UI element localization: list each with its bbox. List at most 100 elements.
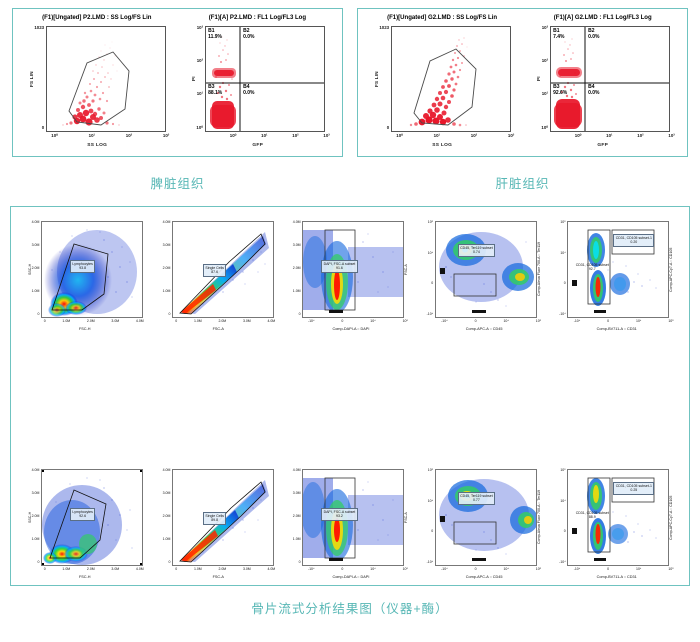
gate-name: Single Cells <box>205 513 224 518</box>
x-tick: 4.0M <box>267 319 276 323</box>
plot-spleen-ss-fs[interactable]: (F1)[Ungated] P2.LMD : SS Log/FS Lin FS … <box>25 15 169 148</box>
x-tick: 10⁵ <box>535 567 542 571</box>
selection-handle[interactable] <box>139 470 142 472</box>
selection-handle[interactable] <box>41 470 44 472</box>
x-tick: -10⁴ <box>307 567 315 571</box>
plot-canvas[interactable] <box>46 26 167 132</box>
plot-row1-lymphocytes[interactable]: SSC-H 4.0M 3.0M 2.0M 1.0M 0 <box>26 220 144 331</box>
gate-name: CD31, CD105 subset <box>575 510 609 515</box>
x-tick: 3.0M <box>111 567 120 571</box>
quadrant-b3: B3 92.6% <box>553 84 567 97</box>
x-axis-label: FSC-H <box>78 575 91 579</box>
x-tick: 4.0M <box>135 319 144 323</box>
plot-row2-cd45-ter119[interactable]: 10⁵ 10⁴ 0 -10⁴ <box>427 468 542 579</box>
quadrant-b2: B2 0.0% <box>588 28 599 41</box>
y-axis-label: FS LIN <box>374 71 380 87</box>
y-tick: -10⁴ <box>559 311 566 316</box>
gate-polygon <box>49 489 107 559</box>
plot-row1-cd45-ter119[interactable]: 10⁵ 10⁴ 0 -10⁴ <box>427 220 542 331</box>
gate-rect <box>453 273 497 297</box>
gate-polygon <box>179 481 266 563</box>
x-tick: 10¹ <box>433 133 441 138</box>
plot-row2-single-cells[interactable]: 4.0M 3.0M 2.0M 1.0M 0 <box>161 468 276 579</box>
gate-label-dapi-subset: DAPI, FSC-A subset 93.2 <box>321 508 358 521</box>
gate-polygon <box>179 233 266 315</box>
top-section: (F1)[Ungated] P2.LMD : SS Log/FS Lin FS … <box>0 0 700 192</box>
x-tick: 10² <box>637 133 644 138</box>
y-tick: 1.0M <box>31 288 40 293</box>
y-tick: 4.0M <box>162 220 171 224</box>
plot-row1-dapi[interactable]: 4.0M 3.0M 2.0M 1.0M 0 <box>293 220 409 331</box>
plot-liver-fl1-fl3[interactable]: (F1)[A] G2.LMD : FL1 Log/FL3 Log PI 10³ … <box>531 15 675 148</box>
x-tick: -10⁴ <box>307 319 315 323</box>
x-axis-label: SS LOG <box>87 143 108 148</box>
plot-canvas[interactable]: DAPI, FSC-A subset 91.6 <box>302 221 405 318</box>
y-tick: 0 <box>168 311 171 316</box>
plot-row2-dapi[interactable]: 4.0M 3.0M 2.0M 1.0M 0 <box>292 468 409 579</box>
tissue-block-spleen: (F1)[Ungated] P2.LMD : SS Log/FS Lin FS … <box>12 8 343 192</box>
scatter-canvas <box>551 27 670 131</box>
quadrant-value: 7.4% <box>553 34 565 41</box>
plot-row1-single-cells[interactable]: 4.0M 3.0M 2.0M 1.0M 0 <box>161 220 276 331</box>
plot-canvas[interactable]: CD45, Ter119 subset 0.74 <box>434 221 537 318</box>
tissue-block-liver: (F1)[Ungated] G2.LMD : SS Log/FS Lin FS … <box>357 8 688 192</box>
gate-value: 0.20 <box>630 240 638 245</box>
plot-canvas[interactable]: B1 11.9% B2 0.0% B3 88.1% B4 <box>205 26 326 132</box>
x-tick: 0 <box>341 567 344 571</box>
plot-row1-cd31-cd105[interactable]: 10⁵ 10⁴ 0 -10⁴ <box>559 220 674 331</box>
y-tick: 10⁴ <box>560 498 566 503</box>
plot-canvas[interactable]: DAPI, FSC-A subset 93.2 <box>302 469 405 566</box>
x-tick: 0 <box>43 319 46 323</box>
gate-label-dapi-subset: DAPI, FSC-A subset 91.6 <box>321 260 358 273</box>
x-tick: 10³ <box>668 133 675 138</box>
gate-label-cd31-cd105-subset-1: CD31, CD105 subset-1 0.20 <box>613 234 655 247</box>
gate-label-cd31-cd105-subset: CD31, CD105 subset 92.7 <box>574 262 610 273</box>
plot-canvas[interactable]: CD31, CD105 subset-1 0.25 CD31, CD105 su… <box>567 469 670 566</box>
quadrant-b2: B2 0.0% <box>243 28 254 41</box>
plot-title: (F1)[Ungated] P2.LMD : SS Log/FS Lin <box>42 14 152 22</box>
x-tick: 0 <box>474 319 477 323</box>
plot-row2-lymphocytes[interactable]: SSC-H 4.0M 3.0M 2.0M 1.0M 0 <box>26 468 144 579</box>
x-tick: 10⁰ <box>51 133 58 138</box>
quadrant-b4: B4 0.0% <box>243 84 254 97</box>
x-tick: 4.0M <box>135 567 144 571</box>
y-tick: 3.0M <box>162 490 171 495</box>
x-tick: 1.0M <box>193 319 202 323</box>
y-tick: 10⁰ <box>196 124 204 130</box>
plot-canvas[interactable]: CD45, Ter119 subset 0.77 <box>434 469 537 566</box>
plot-liver-ss-fs[interactable]: (F1)[Ungated] G2.LMD : SS Log/FS Lin FS … <box>370 15 514 148</box>
y-axis-label: FSC-A <box>404 512 409 523</box>
x-tick: 10⁰ <box>396 133 403 138</box>
plot-canvas[interactable]: B1 7.4% B2 0.0% B3 92.6% B4 <box>550 26 671 132</box>
bone-plot-row-2: SSC-H 4.0M 3.0M 2.0M 1.0M 0 <box>17 468 683 579</box>
selection-handle[interactable] <box>41 563 44 565</box>
plot-canvas[interactable]: Lymphocytes 93.8 <box>40 221 143 318</box>
plot-spleen-fl1-fl3[interactable]: (F1)[A] P2.LMD : FL1 Log/FL3 Log PI 10³ … <box>186 15 330 148</box>
gate-rect <box>587 477 611 553</box>
y-tick: 0 <box>41 124 45 130</box>
plot-canvas[interactable]: Single Cells 87.6 <box>171 221 274 318</box>
y-axis-label: SSC-H <box>27 511 32 524</box>
plot-canvas[interactable]: CD31, CD105 subset-1 0.20 CD31, CD105 su… <box>567 221 670 318</box>
x-tick: 0 <box>607 567 610 571</box>
x-tick: 0 <box>43 567 46 571</box>
gate-name: Single Cells <box>205 265 224 270</box>
plot-canvas[interactable]: Lymphocytes 92.6 <box>40 469 143 566</box>
scatter-canvas <box>62 41 130 126</box>
gate-name: CD31, CD105 subset-1 <box>615 483 652 488</box>
density-canvas <box>303 229 404 313</box>
quadrant-name: B1 <box>208 28 215 34</box>
x-tick: 10² <box>125 133 133 138</box>
gate-value: 89.8 <box>211 518 219 523</box>
y-tick: 2.0M <box>162 513 171 518</box>
y-tick: 1023 <box>379 25 390 30</box>
plot-row2-cd31-cd105[interactable]: 10⁵ 10⁴ 0 -10⁴ <box>559 468 674 579</box>
plot-canvas[interactable]: Single Cells 89.8 <box>171 469 274 566</box>
selection-handle[interactable] <box>139 563 142 565</box>
gate-name: CD31, CD105 subset <box>575 262 609 267</box>
x-tick: 0 <box>175 567 178 571</box>
gate-name: CD45, Ter119 subset <box>460 245 493 250</box>
y-tick: 4.0M <box>292 468 301 472</box>
plot-canvas[interactable] <box>391 26 512 132</box>
x-tick: 10² <box>292 133 299 138</box>
